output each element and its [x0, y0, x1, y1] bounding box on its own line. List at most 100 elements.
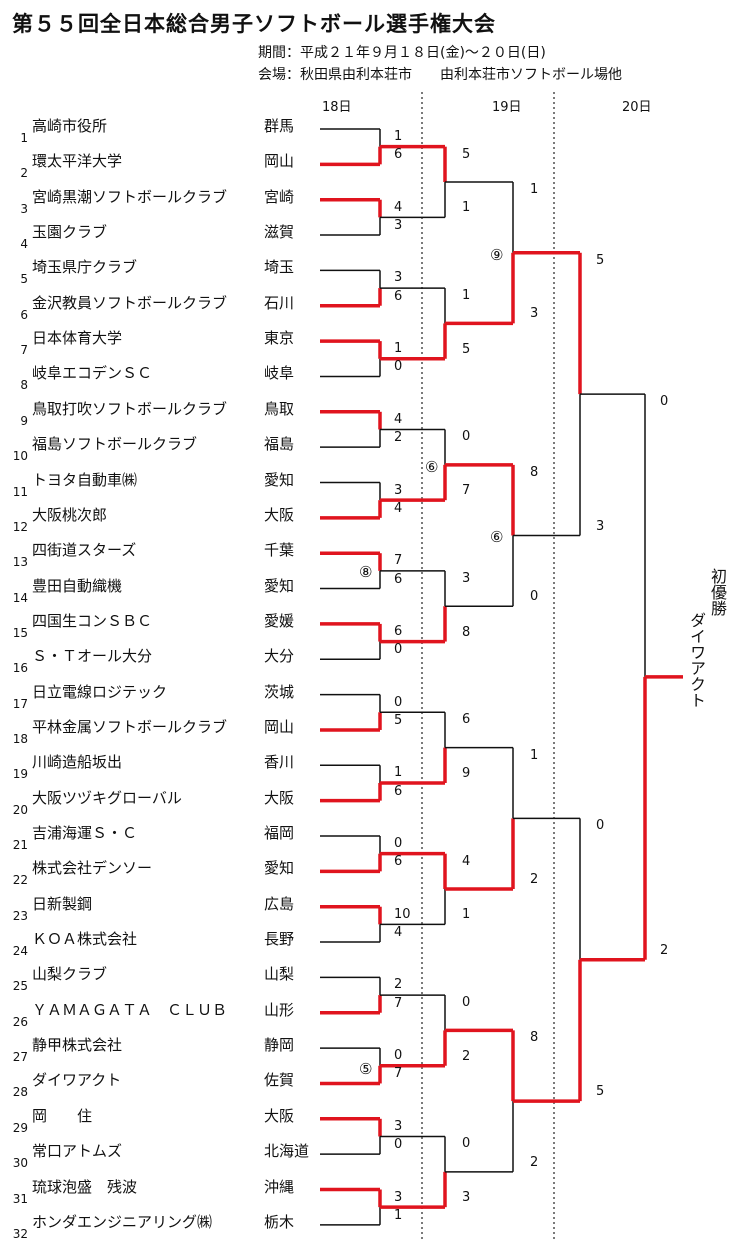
team-name: 川崎造船坂出	[32, 753, 123, 772]
team-name: 岐阜エコデンＳＣ	[32, 364, 153, 383]
team-prefecture: 滋賀	[264, 223, 295, 242]
score-label: 2	[530, 872, 539, 888]
team-name: 大阪桃次郎	[32, 505, 108, 524]
score-label: 5	[462, 146, 471, 162]
seed-number: 25	[12, 979, 28, 994]
score-label: 0	[596, 818, 605, 834]
seed-number: 22	[12, 873, 28, 888]
team-prefecture: 東京	[264, 329, 295, 348]
score-label: 8	[462, 624, 471, 640]
score-label: 4	[394, 925, 403, 941]
team-prefecture: 岡山	[264, 152, 295, 171]
seed-number: 8	[20, 378, 28, 393]
score-label: 5	[394, 712, 403, 728]
seed-number: 7	[20, 343, 28, 358]
score-label: 0	[660, 394, 669, 410]
team-row: 28 ダイワアクト 佐賀	[0, 1071, 330, 1109]
seed-number: 10	[12, 449, 28, 464]
seed-number: 4	[20, 237, 28, 252]
score-label: 2	[462, 1048, 471, 1064]
seed-number: 21	[12, 838, 28, 852]
seed-number: 17	[12, 696, 28, 711]
team-prefecture: 大阪	[264, 788, 295, 807]
seed-number: 28	[12, 1085, 28, 1100]
seed-number: 2	[20, 166, 28, 181]
team-name: Ｓ・Ｔオール大分	[32, 647, 153, 666]
score-label: 10	[394, 906, 411, 922]
game-number-mark: ⑨	[490, 246, 504, 264]
team-name: ＫＯＡ株式会社	[32, 930, 138, 949]
score-label: 2	[660, 942, 669, 958]
seed-number: 15	[12, 625, 28, 640]
score-label: 8	[530, 1030, 539, 1046]
score-label: 4	[394, 411, 403, 427]
team-prefecture: 愛知	[264, 859, 295, 878]
team-row: 31 琉球泡盛 残波 沖縄	[0, 1178, 330, 1216]
team-name: 豊田自動織機	[32, 576, 123, 595]
team-prefecture: 愛知	[264, 576, 295, 595]
score-label: 6	[394, 571, 403, 587]
team-row: 17 日立電線ロジテック 茨城	[0, 683, 330, 721]
team-name: 琉球泡盛 残波	[32, 1177, 138, 1196]
score-label: 5	[596, 252, 605, 268]
score-label: 3	[596, 518, 605, 534]
score-label: 4	[462, 853, 471, 869]
team-row: 10 福島ソフトボールクラブ 福島	[0, 435, 330, 473]
team-row: 5 埼玉県庁クラブ 埼玉	[0, 258, 330, 296]
score-label: 1	[394, 129, 403, 144]
seed-number: 11	[12, 484, 28, 499]
team-name: 株式会社デンソー	[32, 859, 153, 878]
team-prefecture: 茨城	[264, 682, 295, 701]
seed-number: 24	[12, 944, 28, 959]
seed-number: 1	[20, 131, 28, 145]
team-name: 鳥取打吹ソフトボールクラブ	[32, 399, 228, 418]
score-label: 3	[394, 1189, 403, 1205]
seed-number: 16	[12, 661, 28, 676]
team-name: 岡 住	[32, 1106, 93, 1125]
score-label: 3	[394, 482, 403, 498]
team-name: 平林金属ソフトボールクラブ	[32, 717, 228, 736]
seed-number: 5	[20, 272, 28, 287]
score-label: 6	[462, 712, 471, 728]
team-row: 8 岐阜エコデンＳＣ 岐阜	[0, 364, 330, 402]
page-title: 第５５回全日本総合男子ソフトボール選手権大会	[12, 12, 496, 36]
team-name: 山梨クラブ	[32, 965, 108, 984]
team-name: 福島ソフトボールクラブ	[32, 435, 198, 454]
team-prefecture: 愛知	[264, 470, 295, 489]
seed-number: 3	[20, 201, 28, 216]
team-prefecture: 宮崎	[264, 187, 295, 206]
team-prefecture: 岐阜	[264, 364, 295, 383]
team-name: ホンダエンジニアリング㈱	[32, 1212, 213, 1231]
team-row: 25 山梨クラブ 山梨	[0, 965, 330, 1003]
team-row: 11 トヨタ自動車㈱ 愛知	[0, 471, 330, 509]
team-name: 四国生コンＳＢＣ	[32, 611, 153, 630]
score-label: 6	[394, 623, 403, 639]
team-prefecture: 長野	[264, 930, 295, 949]
team-prefecture: 北海道	[264, 1142, 310, 1161]
score-label: 1	[530, 182, 539, 198]
team-row: 7 日本体育大学 東京	[0, 329, 330, 367]
score-label: 0	[394, 1048, 403, 1064]
team-prefecture: 福岡	[264, 824, 295, 842]
team-name: 日立電線ロジテック	[32, 682, 168, 701]
team-prefecture: 鳥取	[264, 399, 295, 418]
seed-number: 13	[12, 555, 28, 570]
team-name: 環太平洋大学	[32, 152, 123, 171]
score-label: 0	[394, 359, 403, 375]
team-prefecture: 栃木	[264, 1212, 295, 1231]
team-prefecture: 山梨	[264, 965, 295, 984]
score-label: 1	[530, 747, 539, 763]
score-label: 0	[394, 694, 403, 710]
team-name: 高崎市役所	[32, 117, 108, 135]
score-label: 1	[394, 765, 403, 781]
score-label: 0	[394, 836, 403, 851]
day-label-19: 19日	[492, 100, 522, 115]
seed-number: 32	[12, 1226, 28, 1241]
team-name: 宮崎黒潮ソフトボールクラブ	[32, 187, 228, 206]
game-number-mark: ⑤	[359, 1060, 373, 1078]
score-label: 1	[462, 200, 471, 216]
score-label: 0	[462, 1136, 471, 1152]
seed-number: 9	[20, 413, 28, 428]
team-row: 32 ホンダエンジニアリング㈱ 栃木	[0, 1213, 330, 1251]
team-row: 26 ＹＡＭＡＧＡＴＡ ＣＬＵＢ 山形	[0, 1001, 330, 1039]
